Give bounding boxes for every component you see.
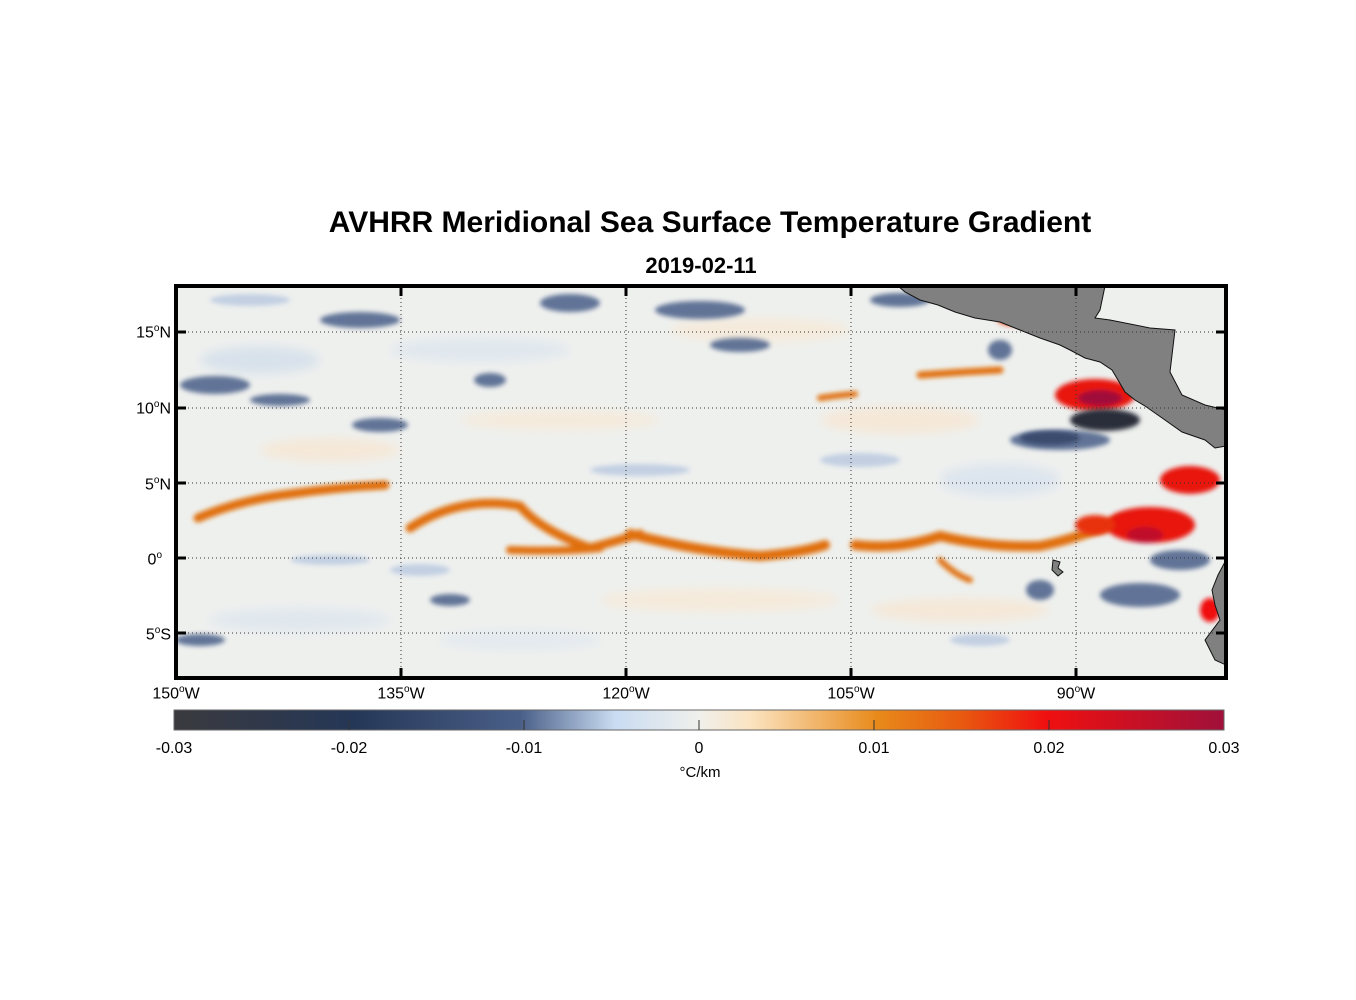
lat-label-5s: 5oS (145, 625, 171, 644)
colorbar-units: °C/km (679, 764, 721, 781)
land-mass (897, 286, 1226, 666)
colorbar-tick-label: -0.03 (155, 740, 193, 757)
lon-label-90w: 90oW (1056, 684, 1096, 703)
lon-label-135w: 135oW (377, 684, 425, 703)
colorbar-tick-label: -0.02 (330, 740, 368, 757)
colorbar-ticks (348, 720, 1050, 730)
colorbar-tick-label: 0.03 (1208, 740, 1240, 757)
map-ticks (176, 286, 1226, 678)
sst-gradient-field (176, 286, 1226, 678)
lat-label-15n: 15oN (136, 323, 171, 342)
chart-title: AVHRR Meridional Sea Surface Temperature… (328, 206, 1092, 239)
lon-label-105w: 105oW (827, 684, 875, 703)
colorbar-tick-label: 0.02 (1033, 740, 1065, 757)
galapagos-islands (1051, 559, 1064, 577)
colorbar-tick-label: 0.01 (858, 740, 890, 757)
lon-label-150w: 150oW (152, 684, 200, 703)
lat-label-5n: 5oN (144, 475, 171, 494)
lat-label-10n: 10oN (136, 399, 171, 418)
lat-label-0: 0o (147, 550, 162, 569)
map-grid (176, 286, 1226, 678)
colorbar-tick-label: 0 (694, 740, 704, 757)
lon-label-120w: 120oW (602, 684, 650, 703)
chart-subtitle: 2019-02-11 (645, 253, 757, 278)
colorbar-tick-label: -0.01 (505, 740, 543, 757)
